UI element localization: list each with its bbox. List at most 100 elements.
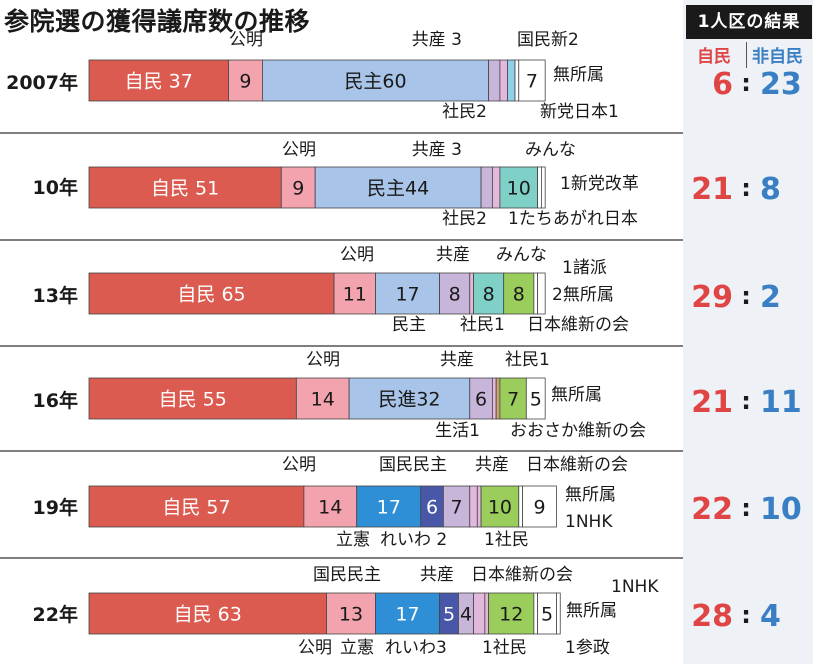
single-seat-colon: : <box>741 69 751 97</box>
party-annotation: 日本維新の会 <box>526 455 628 475</box>
bar-segment <box>375 592 441 635</box>
party-annotation: 1たちあがれ日本 <box>508 209 638 229</box>
single-seat-colon: : <box>741 282 751 310</box>
year-label: 10年 <box>33 176 78 199</box>
bar-segment <box>375 272 441 315</box>
bar-segment <box>518 59 546 102</box>
party-annotation: 無所属 <box>565 485 616 505</box>
single-seat-panel <box>683 0 813 664</box>
bar-segment <box>537 166 542 209</box>
party-annotation: 日本維新の会 <box>527 315 629 335</box>
party-annotation: 1新党改革 <box>560 174 639 194</box>
bar-segment <box>480 485 520 528</box>
single-seat-non-jimin-count: 10 <box>760 492 802 527</box>
party-annotation: おおさか維新の会 <box>510 421 646 441</box>
single-seat-jimin-count: 21 <box>691 172 733 207</box>
year-label: 13年 <box>33 284 78 307</box>
chart-title: 参院選の獲得議席数の推移 <box>4 7 311 36</box>
bar-segment <box>439 272 471 315</box>
single-seat-colon: : <box>741 494 751 522</box>
party-annotation: 無所属 <box>566 601 617 621</box>
year-label: 22年 <box>33 603 78 626</box>
single-seat-jimin-count: 21 <box>691 385 733 420</box>
bar-segment <box>518 485 523 528</box>
segment-label: 17 <box>377 497 401 519</box>
party-annotation: 1社民 <box>484 530 529 550</box>
bar-segment <box>473 592 486 635</box>
party-annotation: 1NHK <box>565 512 613 532</box>
segment-label: 14 <box>318 497 342 519</box>
party-annotation: 無所属 <box>551 385 602 405</box>
party-annotation: れいわ 2 <box>380 530 447 550</box>
single-seat-non-jimin-count: 23 <box>760 67 802 102</box>
party-annotation: 立憲 <box>340 637 374 658</box>
bar-segment <box>88 166 282 209</box>
single-seat-jimin-count: 22 <box>691 492 733 527</box>
bar-segment <box>303 485 358 528</box>
segment-label: 7 <box>507 389 519 411</box>
segment-label: 12 <box>499 604 523 626</box>
party-annotation: 社民2 <box>442 209 487 229</box>
single-seat-colon: : <box>741 174 751 202</box>
single-seat-colon: : <box>741 601 751 629</box>
party-annotation: 社民1 <box>505 350 550 370</box>
bar-segment <box>525 377 546 420</box>
segment-label: 自民 55 <box>159 389 227 411</box>
bar-segment <box>556 592 561 635</box>
segment-label: 14 <box>311 389 335 411</box>
year-label: 16年 <box>33 389 78 412</box>
bar-segment <box>499 166 539 209</box>
segment-label: 5 <box>541 604 553 626</box>
segment-label: 9 <box>292 178 304 200</box>
bar-segment <box>88 485 305 528</box>
party-annotation: 社民2 <box>442 102 487 122</box>
party-annotation: 国民民主 <box>379 455 447 475</box>
segment-label: 民主44 <box>367 178 429 200</box>
party-annotation: 1NHK <box>611 577 659 597</box>
segment-label: 10 <box>488 497 512 519</box>
party-annotation: 国民民主 <box>313 565 381 585</box>
year-label: 19年 <box>33 496 78 519</box>
segment-label: 17 <box>395 604 419 626</box>
bar-segment <box>480 166 493 209</box>
party-annotation: れいわ3 <box>385 638 447 658</box>
bar-segment <box>356 485 422 528</box>
single-seat-jimin-count: 28 <box>691 599 733 634</box>
party-annotation: 民主 <box>392 315 426 335</box>
single-seat-non-jimin-count: 11 <box>760 385 802 420</box>
bar-segment <box>533 272 539 315</box>
bar-segment <box>314 166 482 209</box>
party-annotation: 公明 <box>282 140 316 160</box>
party-annotation: 立憲 <box>336 529 370 550</box>
bar-segment <box>488 59 501 102</box>
party-annotation: 無所属 <box>553 65 604 85</box>
bar-segment <box>88 272 335 315</box>
segment-label: 8 <box>483 284 495 306</box>
bar-segment <box>499 377 527 420</box>
bar-segment <box>348 377 471 420</box>
party-annotation: 国民新2 <box>517 30 579 50</box>
bar-segment <box>491 377 497 420</box>
party-annotation: 共産 3 <box>412 30 462 50</box>
bar-segment <box>484 592 490 635</box>
single-seat-jimin-count: 29 <box>691 280 733 315</box>
party-annotation: 1参政 <box>565 638 610 658</box>
bar-segment <box>488 592 535 635</box>
bar-segment <box>280 166 316 209</box>
segment-label: 7 <box>526 71 538 93</box>
segment-label: 7 <box>451 497 463 519</box>
party-annotation: 共産 <box>440 350 474 370</box>
party-annotation: みんな <box>496 245 547 265</box>
segment-label: 民進32 <box>378 389 440 411</box>
party-annotation: 公明 <box>340 245 374 265</box>
bar-segment <box>476 485 482 528</box>
segment-label: 11 <box>343 284 367 306</box>
bar-segment <box>514 59 520 102</box>
segment-label: 自民 57 <box>162 497 230 519</box>
segment-label: 5 <box>443 604 455 626</box>
year-label: 2007年 <box>6 71 78 94</box>
single-seat-label-non-jimin: 非自民 <box>752 47 803 67</box>
bar-segment <box>228 59 263 102</box>
bar-segment <box>88 592 327 635</box>
